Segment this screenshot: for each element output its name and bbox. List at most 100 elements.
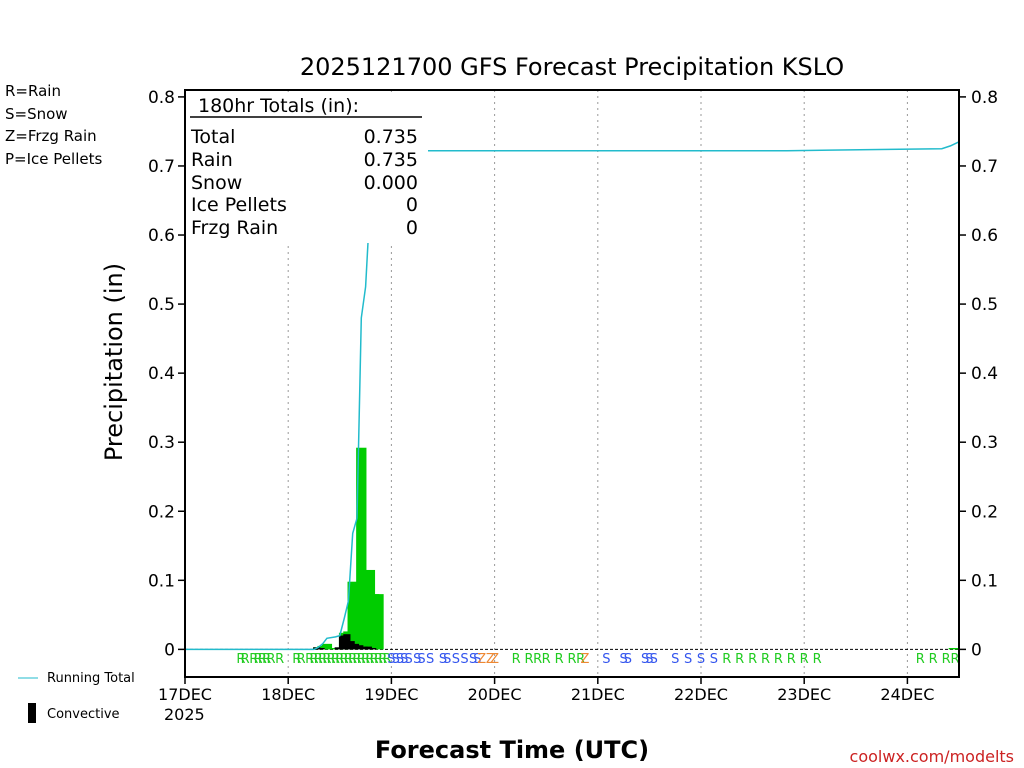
- plot-frame: [184, 89, 960, 678]
- precip-type-marker: R: [722, 652, 731, 667]
- totals-total-value: 0.735: [364, 126, 418, 148]
- y-tick-label-right: 0.3: [971, 433, 998, 453]
- precip-type-marker: S: [452, 652, 460, 667]
- precip-type-marker: R: [292, 652, 301, 667]
- totals-ice-pellets-value: 0: [406, 194, 418, 216]
- precip-type-marker: R: [327, 652, 336, 667]
- y-tick-label-right: 0.4: [971, 364, 998, 384]
- legend-snow: S=Snow: [5, 105, 68, 123]
- precip-type-marker: S: [469, 652, 477, 667]
- y-tick-label-left: 0.3: [148, 433, 175, 453]
- y-tick-label-right: 0.2: [971, 502, 998, 522]
- convective-bar: [369, 647, 377, 650]
- y-tick-label-right: 0: [971, 640, 982, 660]
- y-tick-label-left: 0.5: [148, 295, 175, 315]
- y-tick-label-right: 0.5: [971, 295, 998, 315]
- precip-type-marker: S: [710, 652, 718, 667]
- precip-type-marker: S: [443, 652, 451, 667]
- running-total-legend-label: Running Total: [47, 671, 135, 686]
- precip-type-marker: R: [314, 652, 323, 667]
- x-tick-label: 21DEC: [571, 685, 625, 704]
- totals-total-label: Total: [190, 126, 235, 148]
- precip-type-marker: Z: [490, 652, 499, 667]
- precip-type-marker: S: [641, 652, 649, 667]
- precip-type-marker: S: [473, 652, 481, 667]
- y-tick-label-right: 0.8: [971, 88, 998, 108]
- precip-type-marker: S: [404, 652, 412, 667]
- precip-bar: [321, 643, 333, 650]
- precip-bar: [948, 647, 959, 650]
- precip-type-marker: R: [787, 652, 796, 667]
- year-label: 2025: [164, 705, 205, 724]
- precip-type-marker: R: [258, 652, 267, 667]
- precip-type-marker: R: [352, 652, 361, 667]
- precip-type-marker: R: [774, 652, 783, 667]
- precip-bar: [347, 581, 358, 650]
- totals-snow-value: 0.000: [364, 172, 418, 194]
- precip-type-marker: Z: [580, 652, 589, 667]
- precip-type-marker: R: [748, 652, 757, 667]
- precip-type-marker: R: [322, 652, 331, 667]
- precip-bar: [326, 647, 337, 650]
- totals-rain-label: Rain: [191, 149, 233, 171]
- chart-title: 2025121700 GFS Forecast Precipitation KS…: [300, 53, 844, 81]
- precip-type-marker: R: [533, 652, 542, 667]
- totals-box-bg: [188, 93, 428, 243]
- y-tick-label-left: 0.8: [148, 88, 175, 108]
- precip-type-marker: Z: [477, 652, 486, 667]
- precip-type-marker: R: [524, 652, 533, 667]
- precip-type-marker: S: [396, 652, 404, 667]
- totals-ice-pellets-label: Ice Pellets: [191, 194, 287, 216]
- y-tick-label-right: 0.7: [971, 157, 998, 177]
- precip-type-marker: R: [318, 652, 327, 667]
- convective-bar: [364, 646, 372, 650]
- precip-type-marker: R: [929, 652, 938, 667]
- precip-type-marker: R: [340, 652, 349, 667]
- precip-type-marker: R: [309, 652, 318, 667]
- y-tick-label-right: 0.1: [971, 571, 998, 591]
- precip-type-marker: S: [697, 652, 705, 667]
- precip-type-marker: R: [236, 652, 245, 667]
- precip-type-marker: R: [942, 652, 951, 667]
- precip-type-marker: R: [361, 652, 370, 667]
- precip-type-marker: Z: [486, 652, 495, 667]
- precip-type-marker: S: [650, 652, 658, 667]
- convective-bar: [338, 635, 347, 650]
- precip-type-marker: S: [684, 652, 692, 667]
- precip-type-marker: R: [800, 652, 809, 667]
- totals-rain-value: 0.735: [364, 149, 418, 171]
- y-tick-label-right: 0.6: [971, 226, 998, 246]
- precip-type-marker: S: [387, 652, 395, 667]
- precip-type-marker: R: [305, 652, 314, 667]
- totals-header: 180hr Totals (in):: [198, 95, 359, 117]
- x-axis-label: Forecast Time (UTC): [375, 736, 649, 764]
- y-tick-label-left: 0.4: [148, 364, 175, 384]
- convective-bar: [360, 646, 368, 650]
- precip-type-marker: R: [735, 652, 744, 667]
- precip-type-marker: R: [344, 652, 353, 667]
- precip-type-marker: S: [417, 652, 425, 667]
- precip-type-marker: R: [254, 652, 263, 667]
- legend-rain: R=Rain: [5, 82, 61, 100]
- precip-type-legend: R=Rain S=Snow Z=Frzg Rain P=Ice Pellets: [5, 82, 102, 168]
- convective-bar: [343, 634, 351, 650]
- x-tick-label: 17DEC: [158, 685, 212, 704]
- precip-type-marker: R: [378, 652, 387, 667]
- precip-type-marker: R: [241, 652, 250, 667]
- convective-bar: [351, 643, 360, 650]
- y-axis-ticks: 0 00.1 0.10.2 0.20.3 0.30.4 0.40.5 0.50.6 0.60.…: [148, 88, 998, 660]
- credit-text: coolwx.com/modelts: [850, 747, 1014, 766]
- precip-type-marker: R: [555, 652, 564, 667]
- precip-type-marker: S: [619, 652, 627, 667]
- precip-type-marker: R: [275, 652, 284, 667]
- convective-bar: [356, 645, 364, 650]
- precip-type-marker: S: [645, 652, 653, 667]
- y-tick-label-left: 0: [164, 640, 175, 660]
- precip-type-marker: R: [512, 652, 521, 667]
- x-tick-label: 24DEC: [880, 685, 934, 704]
- precip-type-marker: R: [357, 652, 366, 667]
- x-tick-label: 20DEC: [468, 685, 522, 704]
- precip-type-marker: R: [331, 652, 340, 667]
- y-axis-label: Precipitation (in): [100, 263, 128, 461]
- legend-frzg-rain: Z=Frzg Rain: [5, 127, 97, 145]
